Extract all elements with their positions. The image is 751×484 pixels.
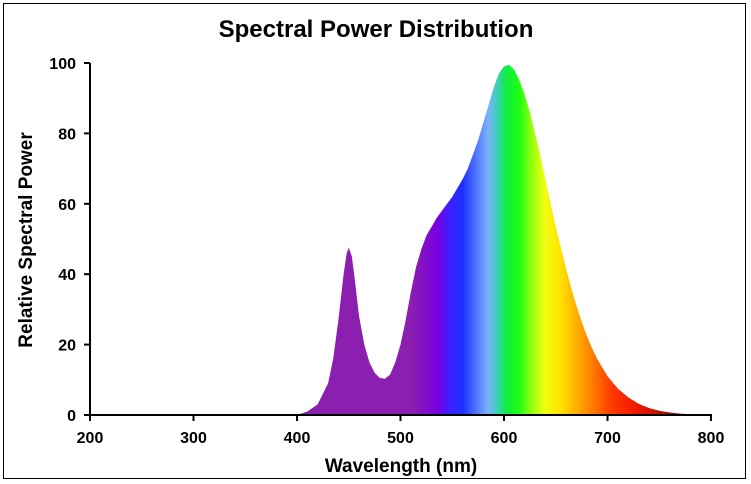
x-tick-label: 800 (698, 430, 725, 447)
x-tick-label: 200 (77, 430, 104, 447)
x-tick-label: 600 (491, 430, 518, 447)
chart-title: Spectral Power Distribution (219, 16, 534, 43)
x-tick-label: 300 (180, 430, 207, 447)
x-tick-label: 500 (387, 430, 414, 447)
y-axis-label: Relative Spectral Power (16, 132, 37, 348)
y-tick-label: 0 (67, 408, 76, 425)
x-tick-label: 400 (284, 430, 311, 447)
y-tick-label: 100 (49, 56, 76, 73)
y-axis-ticks: 0 20 40 60 80 100 (49, 56, 90, 425)
x-axis-ticks: 200 300 400 500 600 700 800 (77, 415, 725, 447)
y-tick-label: 40 (58, 267, 76, 284)
x-tick-label: 700 (594, 430, 621, 447)
y-tick-label: 60 (58, 197, 76, 214)
x-axis-label: Wavelength (nm) (325, 456, 477, 477)
spectrum-area (276, 64, 711, 416)
y-tick-label: 20 (58, 338, 76, 355)
y-tick-label: 80 (58, 126, 76, 143)
